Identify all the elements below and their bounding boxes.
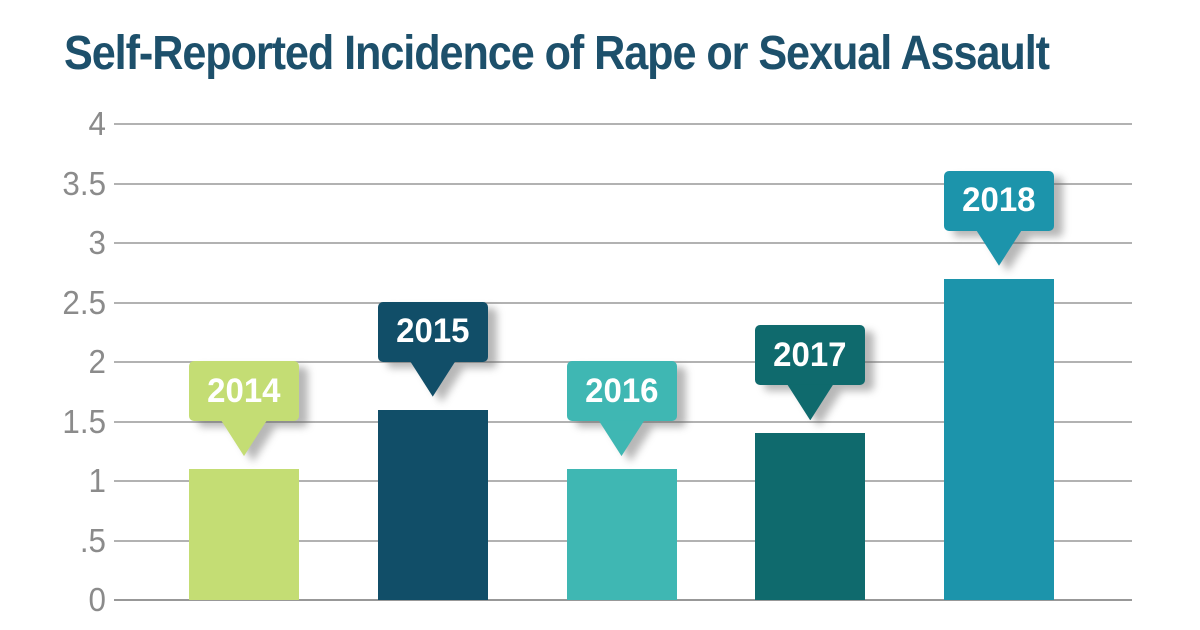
y-axis-tick-label: 0 [88,581,106,618]
gridline [114,301,1132,304]
callout-rect: 2015 [377,301,488,362]
gridline [114,182,1132,185]
y-axis-tick-label: .5 [79,521,106,559]
callout-bubble-2018: 2018 [944,170,1054,266]
year-label: 2016 [584,371,659,410]
callout-bubble-2015: 2015 [377,301,488,397]
callout-tail [221,420,267,457]
callout-bubble-2016: 2016 [566,361,677,457]
y-axis-tick-label: 1 [88,462,106,499]
year-label: 2017 [773,335,847,374]
callout-tail [409,360,456,397]
year-label: 2014 [207,371,281,410]
bar-2014 [189,469,299,600]
callout-tail [976,229,1022,266]
y-axis-tick-label: 2.5 [62,283,106,321]
callout-rect: 2016 [566,361,677,422]
bar-2016 [566,469,677,600]
chart-title: Self-Reported Incidence of Rape or Sexua… [64,27,1050,80]
x-axis-baseline [114,599,1132,601]
y-axis-tick-label: 2 [88,343,106,380]
gridline [114,123,1132,125]
y-axis-tick-label: 4 [88,105,106,142]
y-axis-tick-label: 3.5 [62,164,106,202]
callout-rect: 2017 [755,325,866,386]
callout-tail [598,420,645,457]
bar-2015 [377,409,488,600]
y-axis-tick-label: 3 [88,224,106,261]
bar-2017 [755,433,866,600]
callout-tail [787,384,834,421]
year-label: 2018 [962,181,1036,220]
callout-bubble-2017: 2017 [755,325,866,421]
bar-2018 [944,278,1054,600]
callout-bubble-2014: 2014 [189,361,299,457]
gridline [114,242,1132,244]
year-label: 2015 [396,312,470,351]
callout-rect: 2018 [944,170,1054,231]
callout-rect: 2014 [189,361,299,422]
y-axis-tick-label: 1.5 [62,402,106,440]
